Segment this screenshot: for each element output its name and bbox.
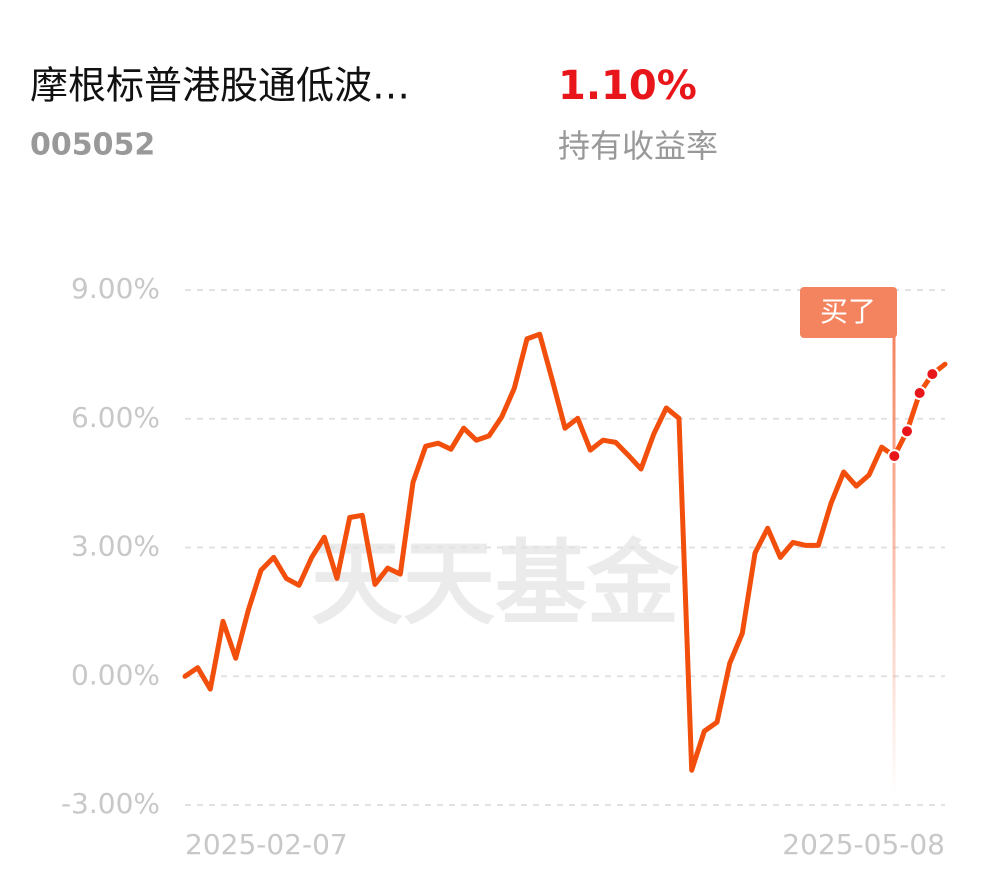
holding-dot bbox=[925, 367, 940, 382]
buy-tag-text: 买了 bbox=[820, 295, 876, 328]
y-tick-label: -3.00% bbox=[61, 787, 160, 820]
holding-return: 1.10% bbox=[558, 63, 697, 109]
x-tick-label: 2025-05-08 bbox=[782, 828, 945, 861]
y-tick-label: 9.00% bbox=[71, 272, 160, 305]
holding-return-label: 持有收益率 bbox=[558, 127, 718, 165]
y-tick-label: 0.00% bbox=[71, 658, 160, 691]
fund-title: 摩根标普港股通低波… bbox=[30, 64, 410, 108]
line bbox=[182, 331, 948, 773]
fund-code: 005052 bbox=[30, 128, 155, 163]
buy-line bbox=[892, 336, 896, 796]
grid: -3.00% 0.00% 3.00% 6.00% 9.00% 2025-02-07 2025… bbox=[61, 272, 945, 861]
x-tick-label: 2025-02-07 bbox=[185, 828, 348, 861]
holding-dot bbox=[887, 449, 902, 464]
holding-dot bbox=[912, 386, 927, 400]
buy-tag bbox=[800, 287, 897, 338]
plot: 买了 bbox=[182, 287, 948, 796]
y-tick-label: 6.00% bbox=[71, 401, 160, 434]
y-tick-label: 3.00% bbox=[71, 530, 160, 563]
holding-dot bbox=[900, 424, 914, 439]
